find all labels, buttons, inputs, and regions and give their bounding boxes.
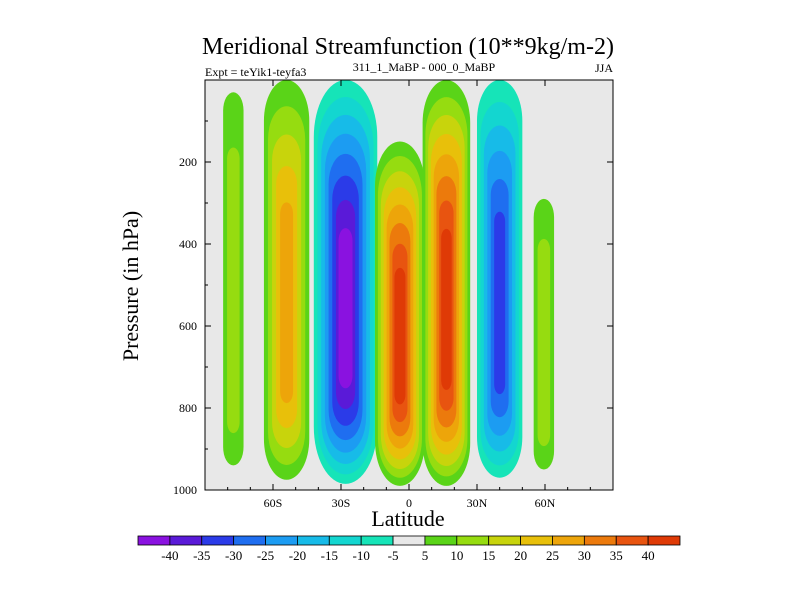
colorbar-swatch — [615, 535, 649, 546]
positive-cell-equatorial-west — [375, 141, 425, 486]
colorbar-swatch — [201, 535, 235, 546]
positive-cell-southern-ferrel-level-4 — [280, 202, 294, 404]
colorbar-swatch — [169, 535, 203, 546]
negative-cell-northern-level-5 — [494, 211, 506, 395]
colorbar-label: 30 — [578, 548, 591, 563]
positive-cell-far-south — [223, 92, 244, 466]
colorbar-swatch — [583, 535, 617, 546]
y-tick-label: 1000 — [173, 483, 197, 497]
x-tick-label: 30N — [467, 496, 488, 510]
contour-fill-layer — [223, 80, 555, 486]
colorbar: -40 -35 -30 -25 -20 -15 -10 -5 5 10 15 20 25 30 35 40 — [137, 535, 681, 563]
colorbar-label: -40 — [161, 548, 178, 563]
colorbar-label: 20 — [514, 548, 527, 563]
colorbar-label: -35 — [193, 548, 210, 563]
x-tick-label: 30S — [332, 496, 351, 510]
x-axis-label: Latitude — [371, 506, 444, 531]
colorbar-label: 5 — [422, 548, 429, 563]
colorbar-swatch — [647, 535, 681, 546]
axes: 60S 30S 0 30N 60N 200 400 600 800 1000 — [173, 80, 613, 510]
colorbar-label: -30 — [225, 548, 242, 563]
y-tick-label: 400 — [179, 237, 197, 251]
colorbar-swatch — [328, 535, 362, 546]
colorbar-label: 25 — [546, 548, 559, 563]
colorbar-label: 10 — [450, 548, 463, 563]
positive-cell-southern-ferrel — [263, 80, 310, 480]
colorbar-swatch — [265, 535, 298, 546]
negative-cell-southern-hadley-level-7 — [338, 228, 353, 389]
chart-title: Meridional Streamfunction (10**9kg/m-2) — [202, 34, 614, 60]
negative-cell-southern-hadley — [313, 80, 378, 484]
positive-cell-equatorial-west-level-7 — [394, 267, 406, 405]
x-tick-label: 60S — [264, 496, 283, 510]
x-tick-label: 0 — [406, 496, 412, 510]
colorbar-swatch — [456, 535, 490, 546]
colorbar-label: -25 — [257, 548, 274, 563]
colorbar-swatch — [520, 535, 553, 546]
colorbar-label: -10 — [353, 548, 370, 563]
season-label: JJA — [595, 61, 613, 75]
positive-cell-equatorial-east — [422, 80, 471, 486]
period-label: 311_1_MaBP - 000_0_MaBP — [353, 60, 496, 74]
positive-cell-far-south-level-1 — [227, 147, 240, 434]
y-tick-label: 800 — [179, 401, 197, 415]
positive-cell-equatorial-east-level-7 — [441, 228, 452, 390]
colorbar-swatch — [424, 535, 458, 546]
colorbar-label: 35 — [610, 548, 623, 563]
experiment-label: Expt = teYik1-teyfa3 — [205, 65, 306, 79]
y-tick-label: 600 — [179, 319, 197, 333]
colorbar-swatch — [392, 535, 426, 546]
plot-area — [204, 79, 614, 491]
colorbar-swatch — [552, 535, 585, 546]
colorbar-label: -5 — [388, 548, 399, 563]
colorbar-label: 15 — [482, 548, 495, 563]
colorbar-swatch — [360, 535, 394, 546]
positive-cell-far-north — [533, 198, 555, 470]
colorbar-label: -20 — [289, 548, 306, 563]
colorbar-label: -15 — [321, 548, 338, 563]
y-tick-label: 200 — [179, 155, 197, 169]
y-axis-label: Pressure (in hPa) — [118, 211, 143, 361]
x-tick-label: 60N — [535, 496, 556, 510]
colorbar-swatch — [233, 535, 266, 546]
colorbar-swatch — [137, 535, 171, 546]
colorbar-swatch — [297, 535, 330, 546]
colorbar-swatch — [488, 535, 521, 546]
colorbar-label: 40 — [642, 548, 655, 563]
positive-cell-far-north-level-1 — [537, 238, 551, 447]
negative-cell-northern — [477, 80, 523, 478]
